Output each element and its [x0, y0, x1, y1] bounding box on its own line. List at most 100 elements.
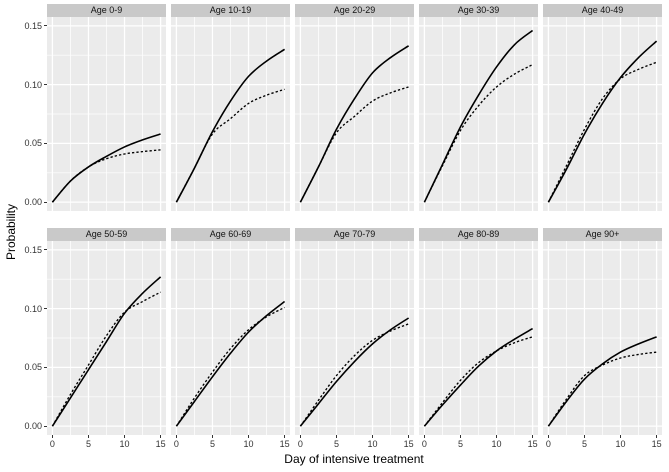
y-tick-mark [43, 201, 47, 203]
facet-age-40-49: Age 40-49 [543, 4, 662, 211]
x-tick-label: 0 [545, 439, 551, 449]
x-tick-label: 10 [119, 439, 130, 449]
x-tick-mark [547, 435, 549, 438]
x-tick-mark [620, 435, 622, 438]
y-tick-mark [43, 366, 47, 368]
dashed-curve [423, 336, 533, 427]
y-tick-mark [43, 84, 47, 86]
y-tick-label: 0.15 [24, 244, 42, 255]
x-tick-mark [372, 435, 374, 438]
x-tick-label: 15 [651, 439, 662, 449]
x-tick-mark [532, 435, 534, 438]
dashed-curve [175, 306, 285, 427]
solid-curve [423, 327, 533, 427]
x-tick-mark [299, 435, 301, 438]
y-tick-mark [43, 425, 47, 427]
dashed-curve [423, 64, 533, 203]
facet-plot-area [543, 241, 662, 435]
facet-strip-label: Age 0-9 [47, 4, 166, 17]
x-axis-title: Day of intensive treatment [284, 452, 424, 466]
facet-plot-svg [171, 17, 290, 211]
dashed-curve [51, 291, 161, 427]
x-tick-label: 0 [49, 439, 55, 449]
facet-plot-area [171, 17, 290, 211]
y-tick-mark [43, 25, 47, 27]
facet-strip-label: Age 90+ [543, 228, 662, 241]
solid-curve [547, 40, 658, 203]
facet-plot-area [171, 241, 290, 435]
facet-age-0-9: Age 0-9 [47, 4, 166, 211]
y-tick-label: 0.05 [24, 138, 42, 149]
x-tick-mark [160, 435, 162, 438]
x-tick-mark [124, 435, 126, 438]
facet-plot-svg [419, 17, 538, 211]
x-tick-label: 10 [243, 439, 254, 449]
facet-plot-svg [47, 241, 166, 435]
solid-curve [547, 336, 657, 427]
facet-strip-label: Age 10-19 [171, 4, 290, 17]
x-tick-label: 10 [615, 439, 626, 449]
x-tick-mark [284, 435, 286, 438]
facet-plot-svg [47, 17, 166, 211]
dashed-curve [299, 86, 409, 203]
facet-plot-area [295, 241, 414, 435]
x-tick-mark [335, 435, 337, 438]
solid-curve [175, 300, 286, 427]
x-tick-mark [51, 435, 53, 438]
facet-strip-label: Age 20-29 [295, 4, 414, 17]
x-tick-mark [656, 435, 658, 438]
facet-plot-svg [419, 241, 538, 435]
x-tick-mark [248, 435, 250, 438]
x-tick-label: 15 [527, 439, 538, 449]
x-tick-mark [423, 435, 425, 438]
y-tick-mark [43, 142, 47, 144]
dashed-curve [547, 61, 657, 203]
x-tick-label: 0 [173, 439, 179, 449]
x-tick-mark [408, 435, 410, 438]
facet-strip-label: Age 70-79 [295, 228, 414, 241]
facet-plot-svg [295, 241, 414, 435]
y-tick-label: 0.05 [24, 362, 42, 373]
x-tick-label: 10 [491, 439, 502, 449]
solid-curve [175, 48, 286, 203]
y-tick-label: 0.00 [24, 421, 42, 432]
x-tick-label: 5 [85, 439, 91, 449]
x-tick-mark [175, 435, 177, 438]
dashed-curve [51, 149, 161, 203]
x-tick-label: 5 [209, 439, 215, 449]
facet-age-80-89: Age 80-89 [419, 228, 538, 435]
facet-plot-area [295, 17, 414, 211]
facet-plot-area [419, 17, 538, 211]
facet-strip-label: Age 60-69 [171, 228, 290, 241]
x-tick-label: 15 [403, 439, 414, 449]
dashed-curve [547, 351, 657, 427]
facet-plot-area [543, 17, 662, 211]
facet-age-20-29: Age 20-29 [295, 4, 414, 211]
x-tick-label: 10 [367, 439, 378, 449]
x-tick-label: 15 [279, 439, 290, 449]
x-tick-mark [496, 435, 498, 438]
y-tick-mark [43, 308, 47, 310]
facet-strip-label: Age 40-49 [543, 4, 662, 17]
facet-plot-svg [171, 241, 290, 435]
solid-curve [51, 276, 162, 427]
facet-age-60-69: Age 60-69 [171, 228, 290, 435]
x-tick-label: 5 [333, 439, 339, 449]
facet-age-50-59: Age 50-59 [47, 228, 166, 435]
solid-curve [299, 317, 410, 427]
x-tick-label: 5 [581, 439, 587, 449]
facet-plot-svg [543, 241, 662, 435]
facet-age-30-39: Age 30-39 [419, 4, 538, 211]
x-tick-label: 0 [421, 439, 427, 449]
facet-plot-svg [295, 17, 414, 211]
facet-plot-area [47, 17, 166, 211]
dashed-curve [299, 323, 409, 427]
y-tick-label: 0.00 [24, 197, 42, 208]
facet-plot-svg [543, 17, 662, 211]
x-tick-mark [459, 435, 461, 438]
facet-age-70-79: Age 70-79 [295, 228, 414, 435]
y-tick-label: 0.10 [24, 79, 42, 90]
facet-plot-area [419, 241, 538, 435]
x-tick-mark [87, 435, 89, 438]
